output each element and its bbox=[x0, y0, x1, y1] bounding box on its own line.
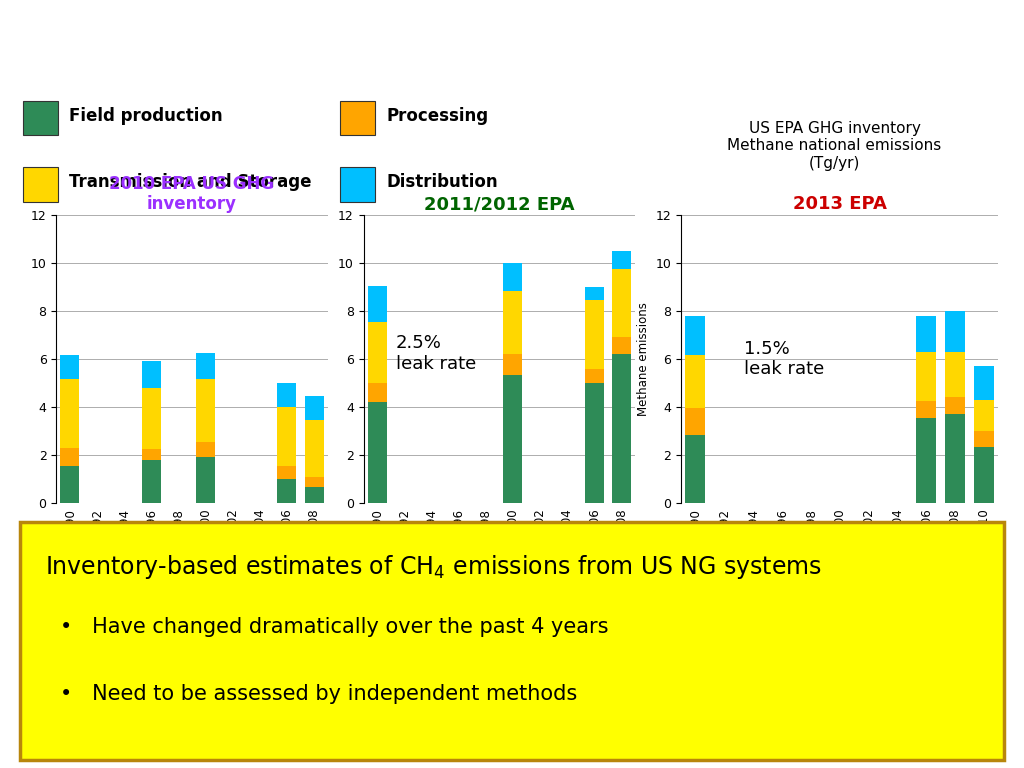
Bar bbox=[503, 375, 522, 503]
Bar bbox=[916, 418, 936, 503]
Bar bbox=[196, 379, 215, 442]
Bar bbox=[503, 290, 522, 354]
Bar bbox=[611, 251, 631, 269]
Bar bbox=[945, 352, 966, 398]
Bar bbox=[196, 458, 215, 503]
Bar bbox=[611, 354, 631, 503]
Title: 2013 EPA: 2013 EPA bbox=[793, 196, 887, 214]
Bar bbox=[278, 466, 297, 479]
Bar bbox=[503, 354, 522, 375]
Bar bbox=[945, 414, 966, 503]
Bar bbox=[368, 383, 387, 402]
Title: 2011/2012 EPA: 2011/2012 EPA bbox=[424, 196, 574, 214]
Bar bbox=[585, 369, 604, 383]
Bar bbox=[945, 311, 966, 352]
Bar bbox=[368, 286, 387, 322]
Bar bbox=[196, 442, 215, 458]
Bar bbox=[974, 447, 994, 503]
Bar bbox=[585, 383, 604, 503]
FancyBboxPatch shape bbox=[20, 522, 1004, 760]
Bar bbox=[23, 167, 57, 202]
Bar bbox=[141, 388, 161, 449]
Bar bbox=[368, 402, 387, 503]
Bar bbox=[278, 407, 297, 466]
Text: Field production: Field production bbox=[69, 107, 222, 125]
Text: •   Have changed dramatically over the past 4 years: • Have changed dramatically over the pas… bbox=[59, 617, 608, 637]
Text: US EPA estimates of CH$_4$ emissions from NG: US EPA estimates of CH$_4$ emissions fro… bbox=[0, 18, 1024, 62]
Bar bbox=[611, 269, 631, 337]
Bar bbox=[974, 366, 994, 400]
Bar bbox=[304, 420, 324, 477]
Bar bbox=[685, 435, 706, 503]
Bar bbox=[916, 352, 936, 401]
Bar bbox=[141, 449, 161, 460]
Text: Distribution: Distribution bbox=[386, 174, 498, 191]
Bar bbox=[60, 448, 80, 466]
Bar bbox=[278, 479, 297, 503]
Bar bbox=[304, 488, 324, 503]
Bar bbox=[685, 409, 706, 435]
Y-axis label: Methane emissions: Methane emissions bbox=[637, 302, 650, 416]
Text: 2.5%
leak rate: 2.5% leak rate bbox=[396, 334, 476, 372]
Bar bbox=[585, 300, 604, 369]
Bar bbox=[685, 356, 706, 409]
Bar bbox=[585, 287, 604, 300]
Bar bbox=[304, 477, 324, 488]
Title: 2010 EPA US GHG
inventory: 2010 EPA US GHG inventory bbox=[110, 174, 274, 214]
Bar bbox=[916, 401, 936, 418]
Bar bbox=[945, 398, 966, 414]
Bar bbox=[340, 167, 376, 202]
Bar bbox=[974, 431, 994, 447]
Bar bbox=[60, 466, 80, 503]
Text: 1.5%
leak rate: 1.5% leak rate bbox=[744, 339, 824, 379]
Bar bbox=[196, 353, 215, 379]
Text: Transmission and Storage: Transmission and Storage bbox=[69, 174, 311, 191]
Bar bbox=[23, 101, 57, 135]
Text: Processing: Processing bbox=[386, 107, 488, 125]
Bar bbox=[503, 263, 522, 290]
Text: US EPA GHG inventory
Methane national emissions
(Tg/yr): US EPA GHG inventory Methane national em… bbox=[727, 121, 942, 170]
Text: •   Need to be assessed by independent methods: • Need to be assessed by independent met… bbox=[59, 684, 578, 704]
Bar bbox=[685, 316, 706, 356]
Bar bbox=[141, 362, 161, 388]
Bar bbox=[974, 400, 994, 431]
Bar bbox=[60, 379, 80, 448]
Text: Inventory-based estimates of CH$_4$ emissions from US NG systems: Inventory-based estimates of CH$_4$ emis… bbox=[45, 553, 822, 581]
Bar bbox=[60, 356, 80, 379]
Bar bbox=[916, 316, 936, 352]
Bar bbox=[304, 396, 324, 420]
Bar bbox=[611, 337, 631, 354]
Bar bbox=[340, 101, 376, 135]
Bar bbox=[368, 322, 387, 383]
Bar bbox=[141, 460, 161, 503]
Bar bbox=[278, 383, 297, 407]
